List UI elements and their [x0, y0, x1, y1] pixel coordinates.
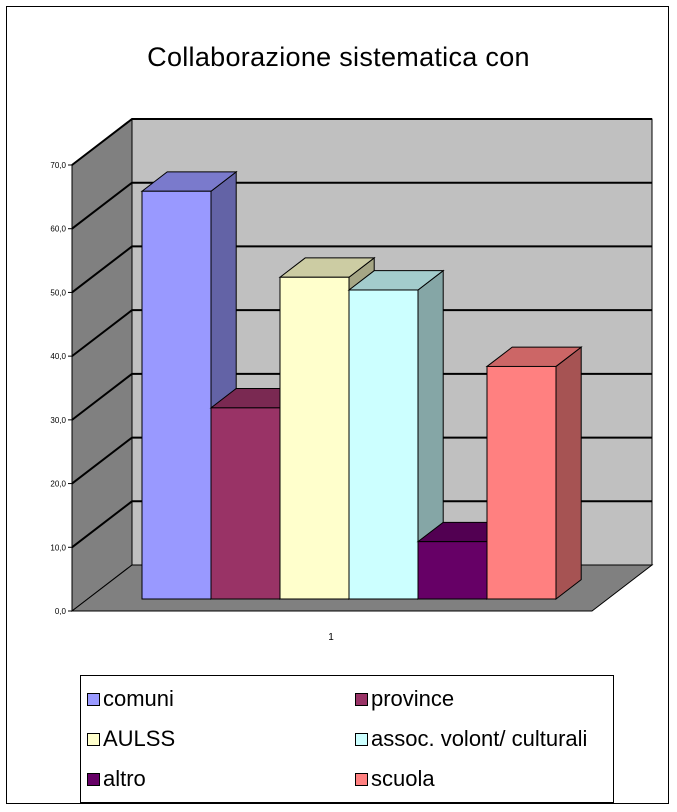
- legend-item-scuola: scuola: [355, 766, 435, 792]
- chart-title: Collaborazione sistematica con: [147, 42, 530, 72]
- y-tick-label: 30,0: [50, 416, 66, 425]
- gridline: [71, 181, 652, 230]
- bar-front: [141, 190, 212, 600]
- legend-swatch-comuni: [87, 692, 100, 706]
- y-tick-label: 10,0: [50, 543, 66, 552]
- legend-label-altro: altro: [103, 766, 146, 791]
- gridline: [71, 436, 652, 485]
- legend-label-scuola: scuola: [371, 766, 435, 791]
- bar-front: [417, 541, 488, 600]
- legend-label-aulss: AULSS: [103, 726, 176, 751]
- bar-front: [279, 276, 350, 600]
- legend-label-comuni: comuni: [103, 686, 174, 711]
- gridline: [71, 309, 652, 357]
- gridline: [71, 500, 652, 549]
- y-tick-label: 50,0: [50, 288, 66, 297]
- legend-label-assoc: assoc. volont/ culturali: [371, 726, 588, 751]
- bar-assoc-volont-culturali: [347, 269, 445, 601]
- side-wall: [71, 117, 133, 613]
- y-tick-label: 60,0: [50, 225, 66, 234]
- bar-scuola: [485, 346, 583, 601]
- legend-swatch-altro: [87, 772, 100, 786]
- bar-front: [486, 365, 557, 600]
- legend-swatch-assoc: [355, 732, 368, 746]
- y-tick-label: 20,0: [50, 480, 66, 489]
- legend-swatch-scuola: [355, 772, 368, 786]
- y-tick-label: 70,0: [50, 161, 66, 170]
- bar-front: [210, 407, 281, 600]
- legend-item-altro: altro: [87, 766, 146, 792]
- bar-side: [555, 346, 582, 601]
- legend-item-province: province: [355, 686, 454, 712]
- bar-front: [348, 289, 419, 600]
- legend-swatch-province: [355, 692, 368, 706]
- legend-label-province: province: [371, 686, 455, 711]
- legend-item-aulss: AULSS: [87, 726, 175, 752]
- gridline: [71, 372, 652, 421]
- legend-swatch-aulss: [87, 732, 100, 746]
- y-tick-label: 40,0: [50, 352, 66, 361]
- legend-item-comuni: comuni: [87, 686, 174, 712]
- legend-item-assoc: assoc. volont/ culturali: [355, 726, 587, 752]
- legend: comuni province AULSS assoc. volont/ cul…: [80, 675, 614, 803]
- gridline: [71, 245, 652, 294]
- x-tick-label: 1: [328, 632, 334, 643]
- y-tick-label: 0,0: [55, 607, 67, 616]
- gridline: [71, 118, 652, 166]
